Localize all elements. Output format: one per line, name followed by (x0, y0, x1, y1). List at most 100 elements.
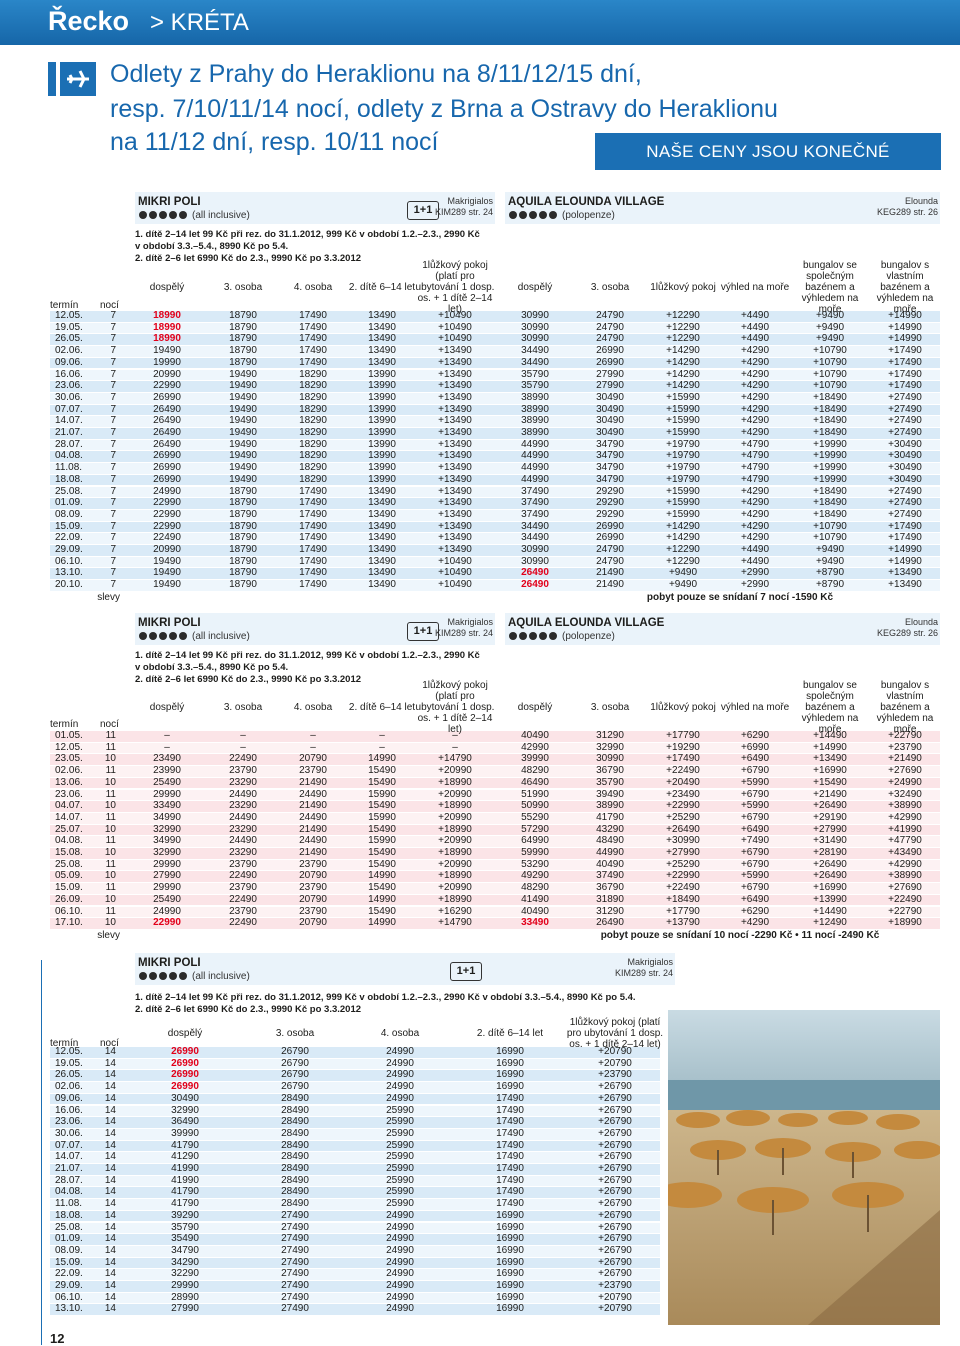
price: 39990 (171, 1127, 199, 1139)
price: 25490 (153, 893, 181, 905)
price: 41790 (171, 1198, 199, 1210)
price: +13490 (438, 427, 472, 438)
row-stripe (50, 580, 940, 591)
price: +14990 (888, 333, 922, 345)
price: 28490 (281, 1174, 309, 1186)
nights: 7 (110, 321, 116, 333)
price: +27690 (888, 765, 922, 777)
price: 13990 (368, 438, 396, 450)
nights: 14 (104, 1104, 116, 1116)
price: +16990 (813, 765, 847, 777)
column-header: dospělý (517, 281, 553, 293)
price: 16990 (496, 1256, 524, 1268)
price: 26490 (153, 403, 181, 415)
date: 05.09. (55, 870, 83, 882)
row-stripe (50, 474, 940, 486)
row-stripe (50, 334, 940, 346)
accent-bar (48, 62, 56, 96)
catalog: KEG289 str. 26 (876, 628, 938, 638)
nights: 14 (104, 1116, 116, 1128)
price: +18990 (438, 776, 472, 788)
price: 17490 (299, 356, 327, 368)
price: 30990 (596, 753, 624, 765)
price: 13990 (368, 380, 396, 392)
price: +18990 (438, 823, 472, 835)
price: +19790 (666, 450, 700, 462)
price: 26990 (153, 473, 181, 485)
price: 13490 (368, 579, 396, 591)
price: +2990 (740, 579, 770, 591)
price: +4490 (740, 333, 770, 345)
date: 04.08. (55, 835, 83, 847)
price: +15990 (666, 427, 700, 438)
price: 29990 (153, 882, 181, 894)
price: 25490 (153, 776, 181, 788)
price: 38990 (596, 800, 624, 812)
column-header: dospělý (167, 1027, 203, 1039)
price: +13490 (438, 497, 472, 509)
price: +5990 (740, 776, 770, 788)
date: 13.10. (55, 1303, 83, 1315)
price: +17790 (666, 905, 700, 917)
price: 13490 (368, 321, 396, 333)
row-stripe (50, 1199, 660, 1210)
price: 17490 (496, 1198, 524, 1210)
date: 02.06. (55, 345, 83, 357)
date: 15.09. (55, 882, 83, 894)
star (539, 632, 547, 640)
price: 48490 (596, 835, 624, 847)
price: 34790 (596, 473, 624, 485)
date: 19.05. (55, 1057, 83, 1069)
price: 24490 (299, 811, 327, 823)
price: 41290 (171, 1151, 199, 1163)
price: 16990 (496, 1069, 524, 1081)
price: +30490 (888, 438, 922, 450)
price: 13490 (368, 508, 396, 520)
nights: 7 (110, 520, 116, 532)
date: 09.06. (55, 356, 83, 368)
price: +9490 (668, 567, 698, 579)
beach-photo (668, 1010, 940, 1325)
price: +26790 (598, 1081, 632, 1093)
price: 16990 (496, 1233, 524, 1245)
nights: 14 (104, 1139, 116, 1151)
row-stripe (50, 731, 940, 742)
price: +9490 (815, 555, 845, 567)
price: +14290 (666, 356, 700, 368)
price: 26990 (153, 391, 181, 403)
price: +27490 (888, 427, 922, 438)
price: 17490 (299, 520, 327, 532)
nights: 7 (110, 403, 116, 415)
price: 27490 (281, 1244, 309, 1256)
row-stripe (50, 1234, 660, 1245)
column-header: 2. dítě 6–14 let (476, 1027, 544, 1039)
price: 24490 (229, 811, 257, 823)
price: +26490 (813, 870, 847, 882)
price: 23290 (229, 776, 257, 788)
price: +22490 (666, 882, 700, 894)
date: 11.08. (55, 462, 83, 474)
price: – (310, 741, 316, 753)
price: 15490 (368, 800, 396, 812)
price: +18490 (813, 497, 847, 509)
price: 17490 (299, 579, 327, 591)
price: 21490 (299, 800, 327, 812)
price: 18790 (229, 567, 257, 579)
column-header: bungalov s vlastním bazénem a výhledem n… (876, 679, 934, 735)
price: 24990 (386, 1233, 414, 1245)
price: – (164, 730, 170, 741)
nights: 14 (104, 1057, 116, 1069)
price: 16990 (496, 1280, 524, 1291)
date: 14.07. (55, 415, 83, 427)
price: 24990 (386, 1092, 414, 1104)
price: +15990 (666, 391, 700, 403)
price: +4790 (740, 462, 770, 474)
price: 16990 (496, 1291, 524, 1303)
row-stripe (50, 754, 940, 766)
price: +25290 (666, 858, 700, 870)
badge: 1+1 (407, 201, 439, 220)
price: 39290 (171, 1209, 199, 1221)
price: 13990 (368, 391, 396, 403)
price: 13490 (368, 555, 396, 567)
price: 30990 (521, 544, 549, 555)
